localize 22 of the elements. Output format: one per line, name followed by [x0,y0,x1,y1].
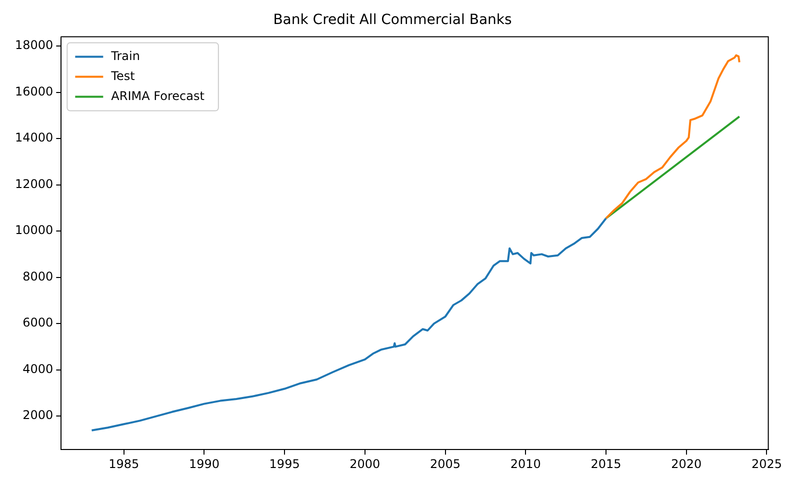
y-tick-label: 8000 [22,269,54,284]
y-tick-label: 2000 [22,408,54,422]
x-tick-label: 1990 [188,456,220,471]
y-tick-label: 18000 [14,38,54,52]
x-tick-label: 1985 [108,456,140,471]
x-tick-label: 2000 [350,456,380,471]
legend-label: Train [110,48,140,63]
legend-label: Test [110,68,136,83]
x-tick-label: 2005 [430,456,461,471]
x-tick-label: 1995 [269,456,300,471]
y-tick-label: 14000 [14,130,54,145]
y-tick-label: 10000 [14,223,54,238]
x-tick-label: 2025 [751,456,782,471]
y-tick-label: 4000 [22,362,54,376]
chart-title: Bank Credit All Commercial Banks [273,12,512,28]
legend-label: ARIMA Forecast [111,88,205,103]
y-tick-label: 12000 [14,176,54,191]
y-tick-label: 16000 [14,84,54,98]
x-tick-label: 2015 [590,456,622,471]
x-tick-label: 2010 [510,456,541,471]
y-tick-label: 6000 [22,316,54,330]
x-tick-label: 2020 [671,456,702,471]
